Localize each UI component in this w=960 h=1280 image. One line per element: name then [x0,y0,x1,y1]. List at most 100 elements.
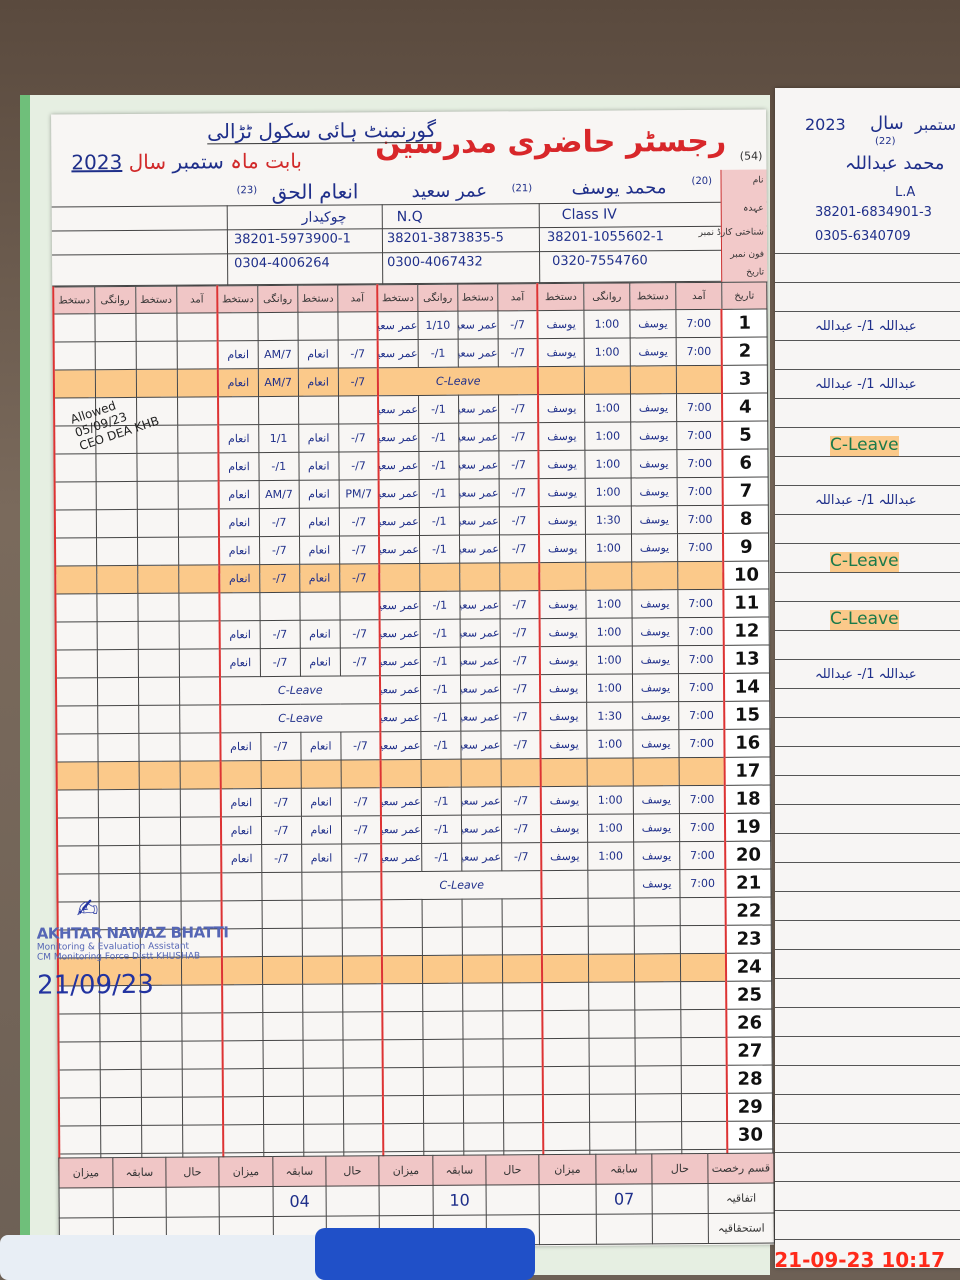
stamp-office: CM Monitoring Force Distt KHUSHAB [36,951,201,963]
departure-time [587,869,634,899]
rp-grid-line [775,1065,960,1066]
rp-grid-line [775,1094,960,1095]
arrival-signature [139,817,181,846]
arrival-signature: یوسف [632,673,679,702]
departure-time [588,1037,636,1067]
arrival-time [341,927,383,956]
arrival-signature: انعام [298,368,339,397]
departure-time: 1:00 [586,673,633,703]
date-cell: 25 [726,981,772,1010]
arrival-time [343,1095,384,1124]
arrival-time [181,1012,223,1042]
arrival-signature: انعام [301,816,342,845]
arrival-time [343,1123,384,1152]
departure-time [587,897,635,927]
arrival-signature: یوسف [632,701,679,730]
arrival-signature: عمر سعید [461,814,502,844]
summary-value [59,1187,114,1218]
date-cell: 26 [726,1008,773,1038]
departure-time: 1:00 [586,729,633,759]
arrival-time [676,365,723,394]
departure-signature: یوسف [538,450,585,479]
departure-time: 1/- [421,815,462,844]
arrival-signature [140,1013,182,1042]
rp-grid-line [775,398,960,399]
arrival-signature: یوسف [631,617,679,646]
arrival-time: 7:00 [676,337,723,366]
arrival-signature [460,758,502,788]
rp-grid-line [775,543,960,544]
departure-time [95,453,137,482]
arrival-signature [138,761,180,790]
summary-value [379,1185,434,1216]
departure-time [421,899,463,928]
departure-signature: یوسف [540,646,587,675]
arrival-signature [136,481,179,510]
rp-grid-line [775,833,960,834]
rp-grid-line [775,949,960,950]
departure-signature [53,369,96,398]
departure-signature [542,1038,590,1067]
arrival-time [182,1096,224,1126]
departure-time [100,1097,142,1126]
arrival-time: 7/- [497,310,538,339]
rp-grid-line [775,688,960,689]
label-phone: فون نمبر [730,249,765,260]
arrival-signature [463,1094,504,1124]
departure-time: 1:00 [584,477,632,507]
departure-time [99,1069,142,1098]
arrival-time [178,508,220,538]
arrival-time: 7/- [340,731,381,761]
departure-time: 1:00 [587,785,634,815]
column-header: دستخط [53,286,95,314]
arrival-time: 7/- [499,590,540,619]
label-date: تاریخ [746,267,765,278]
arrival-signature [138,789,181,818]
column-header: دستخط [537,283,584,311]
arrival-signature: عمر سعید [457,310,498,340]
arrival-signature [138,733,180,762]
departure-time: 1/- [421,787,462,816]
arrival-time: 7/PM [338,479,380,509]
arrival-time: 7:00 [677,589,725,618]
arrival-signature: عمر سعید [459,506,500,536]
rp-grid-line [775,630,960,631]
rp-grid-line [775,804,960,805]
arrival-time: 7:00 [678,617,725,646]
arrival-signature [462,1010,503,1040]
teacher-1-name: محمد یوسف [571,177,667,199]
arrival-time: 7/- [498,422,539,451]
arrival-time [501,898,543,927]
arrival-signature [302,955,343,985]
departure-time [94,341,137,370]
arrival-time: 7:00 [678,645,725,674]
departure-signature [53,313,95,342]
summary-header-row: قسم رخصت حال سابقہ میزان حال سابقہ میزان حال ساب… [58,1152,775,1188]
departure-signature [380,759,422,788]
summary-row: اتفاقیہ 07 10 04 [59,1182,775,1218]
rp-grid-line [775,253,960,254]
departure-signature: عمر سعید [380,675,421,704]
arrival-signature: عمر سعید [461,842,502,872]
arrival-time [178,564,220,594]
arrival-signature: یوسف [633,813,680,842]
date-cell: 3 [722,365,768,394]
departure-signature: عمر سعید [379,535,420,564]
date-cell: 8 [723,505,769,534]
arrival-time [177,480,220,510]
summary-header: سابقہ [595,1153,653,1185]
departure-signature [538,366,585,395]
rp-grid-line [775,978,960,979]
departure-time [97,733,139,762]
arrival-signature: یوسف [631,477,678,506]
departure-signature [542,982,589,1011]
leave-cell: C-Leave [220,703,381,733]
departure-time [96,593,138,622]
rp-grid-line [775,1007,960,1008]
departure-time: 1/- [417,339,459,368]
arrival-signature: یوسف [630,393,677,422]
arrival-time: 7:00 [675,309,723,338]
arrival-signature [136,509,179,538]
arrival-signature: عمر سعید [458,450,499,480]
arrival-time: 7:00 [679,813,726,842]
